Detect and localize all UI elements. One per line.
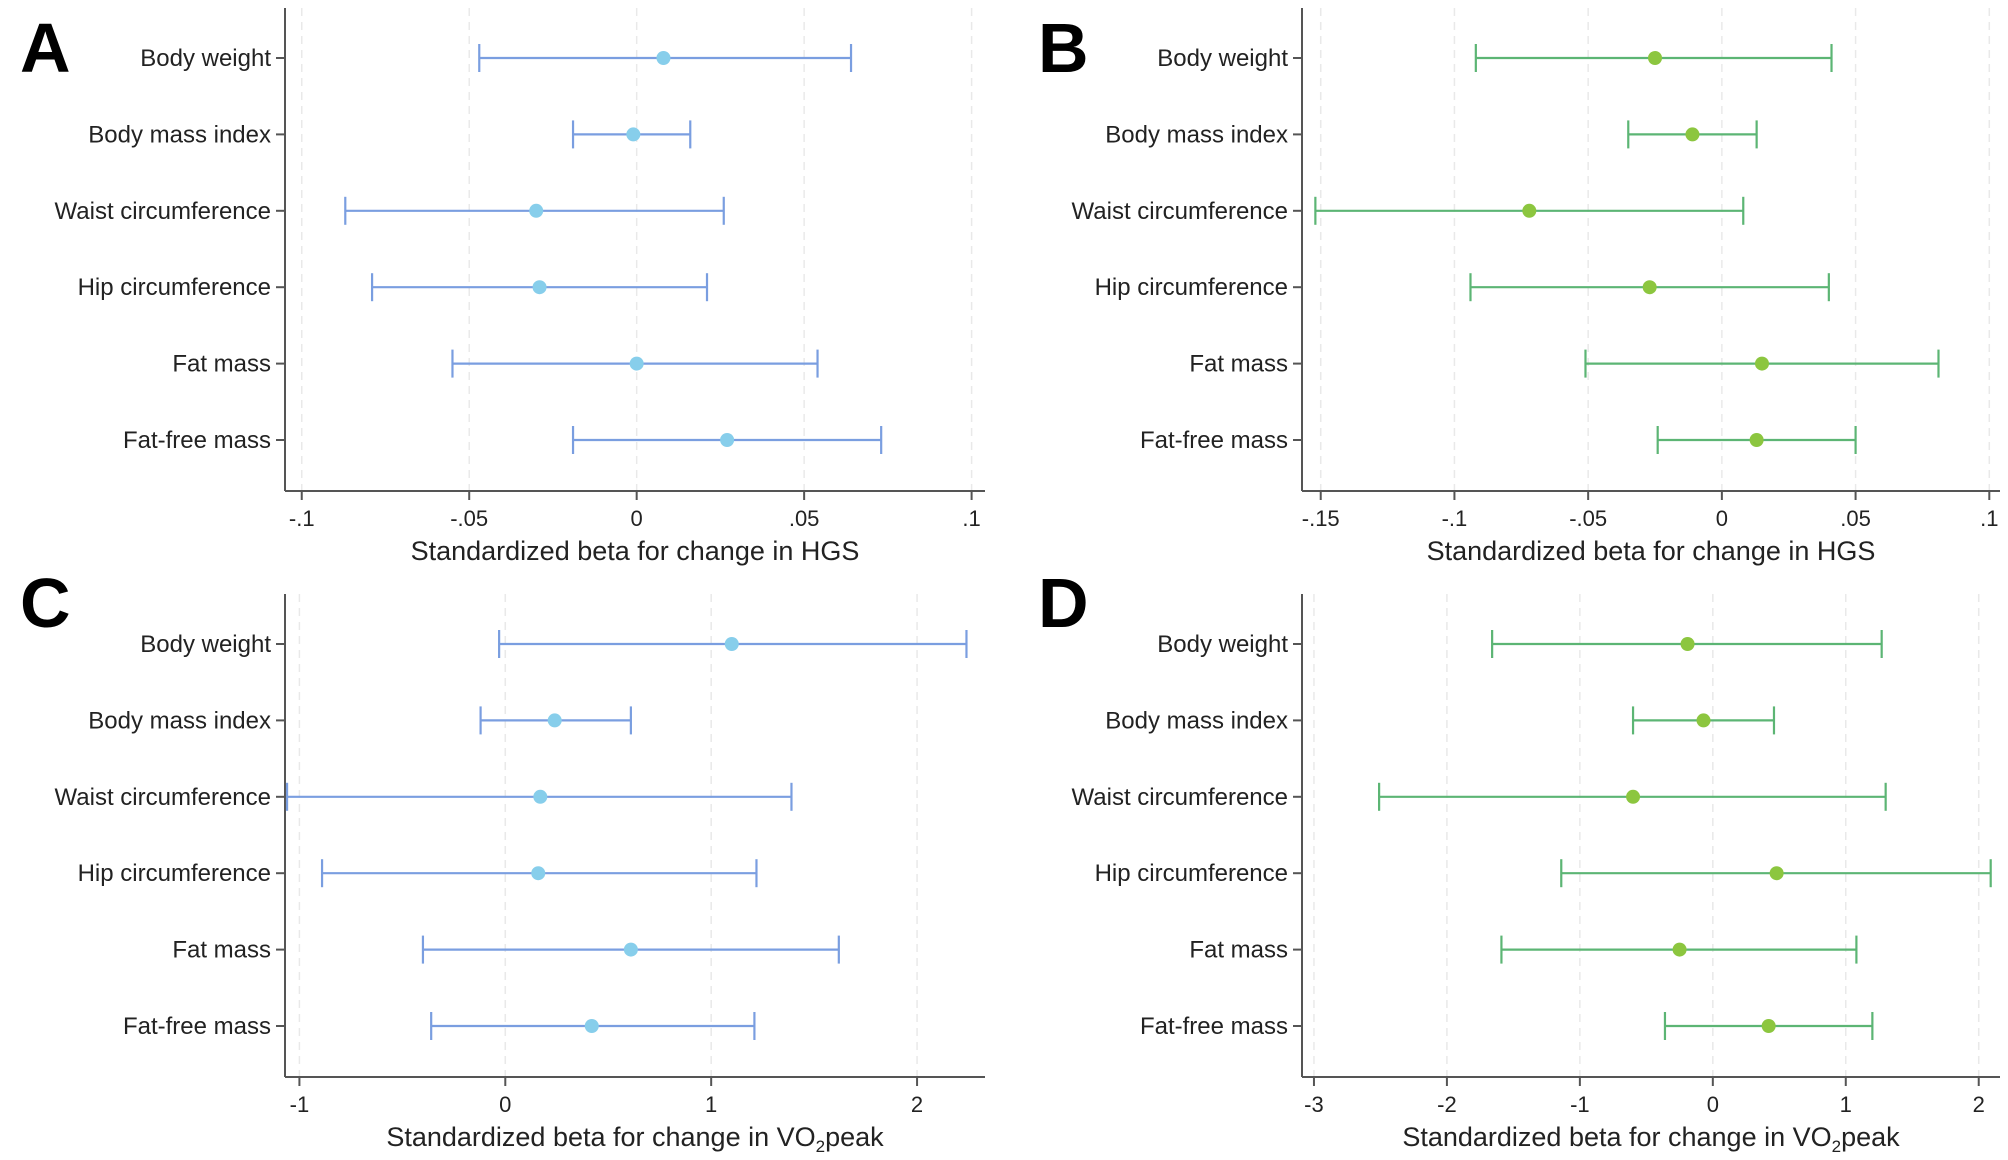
point-estimate bbox=[1696, 713, 1711, 728]
x-axis-title-subscript: 2 bbox=[816, 1137, 825, 1156]
x-tick-label: -.1 bbox=[289, 506, 315, 531]
point-estimate bbox=[533, 789, 548, 804]
panel-letter: A bbox=[20, 9, 71, 87]
point-estimate bbox=[626, 127, 641, 142]
category-label: Hip circumference bbox=[1095, 860, 1288, 887]
x-axis-title: Standardized beta for change in HGS bbox=[411, 536, 860, 566]
point-estimate bbox=[1642, 280, 1657, 295]
panel-b: -.15 -.1 -.05 0 .05 .1 Standardized beta for c… bbox=[1038, 8, 2000, 566]
category-label: Body mass index bbox=[88, 121, 271, 148]
category-label: Body weight bbox=[1157, 631, 1288, 658]
point-estimate bbox=[1672, 942, 1687, 957]
category-label: Waist circumference bbox=[55, 198, 272, 225]
x-tick-label: -3 bbox=[1304, 1092, 1324, 1117]
category-label: Fat mass bbox=[1189, 351, 1288, 378]
x-tick-label: -.1 bbox=[1442, 506, 1468, 531]
point-estimate bbox=[1680, 637, 1695, 651]
category-label: Fat mass bbox=[1189, 937, 1288, 964]
point-estimate bbox=[629, 356, 644, 371]
category-label: Fat-free mass bbox=[123, 427, 271, 454]
category-label: Waist circumference bbox=[1072, 198, 1289, 225]
category-label: Fat mass bbox=[172, 351, 271, 378]
x-tick-label: .1 bbox=[962, 506, 980, 531]
category-label: Fat-free mass bbox=[123, 1013, 271, 1040]
category-label: Waist circumference bbox=[1072, 784, 1289, 811]
category-label: Fat-free mass bbox=[1140, 427, 1288, 454]
point-estimate bbox=[532, 280, 547, 295]
panel-letter: C bbox=[20, 564, 71, 642]
x-tick-label: -.05 bbox=[450, 506, 488, 531]
x-tick-label: 1 bbox=[1840, 1092, 1852, 1117]
category-label: Fat-free mass bbox=[1140, 1013, 1288, 1040]
point-estimate bbox=[1685, 127, 1700, 142]
x-axis-title-subscript: 2 bbox=[1832, 1137, 1841, 1156]
x-tick-label: .05 bbox=[789, 506, 820, 531]
x-tick-label: -.05 bbox=[1569, 506, 1607, 531]
point-estimate bbox=[1626, 789, 1641, 804]
point-estimate bbox=[1754, 356, 1769, 371]
x-tick-label: -1 bbox=[1570, 1092, 1590, 1117]
point-estimate bbox=[1648, 51, 1663, 65]
x-tick-label: .1 bbox=[1980, 506, 1998, 531]
point-estimate bbox=[623, 942, 638, 957]
x-axis-title-main: Standardized beta for change in VO bbox=[1402, 1122, 1831, 1152]
category-label: Hip circumference bbox=[78, 274, 271, 301]
x-tick-label: -2 bbox=[1437, 1092, 1457, 1117]
x-axis-title-tail: peak bbox=[1841, 1122, 1900, 1152]
category-label: Fat mass bbox=[172, 937, 271, 964]
point-estimate bbox=[720, 433, 735, 447]
point-estimate bbox=[656, 51, 671, 65]
point-estimate bbox=[584, 1019, 599, 1033]
point-estimate bbox=[547, 713, 562, 728]
point-estimate bbox=[724, 637, 739, 651]
panel-letter: B bbox=[1038, 9, 1089, 87]
category-label: Body mass index bbox=[1105, 121, 1288, 148]
x-axis-title-main: Standardized beta for change in VO bbox=[386, 1122, 815, 1152]
point-estimate bbox=[1749, 433, 1764, 447]
x-tick-label: -.15 bbox=[1302, 506, 1340, 531]
category-label: Body weight bbox=[140, 45, 271, 72]
x-axis-title: Standardized beta for change in VO2peak bbox=[1402, 1122, 1900, 1156]
panel-letter: D bbox=[1038, 564, 1089, 642]
x-axis-title: Standardized beta for change in HGS bbox=[1427, 536, 1876, 566]
x-axis-title-main: Standardized beta for change in HGS bbox=[1427, 536, 1876, 566]
x-tick-label: 2 bbox=[1973, 1092, 1985, 1117]
x-axis-title-main: Standardized beta for change in HGS bbox=[411, 536, 860, 566]
category-label: Hip circumference bbox=[78, 860, 271, 887]
category-label: Hip circumference bbox=[1095, 274, 1288, 301]
category-label: Body mass index bbox=[88, 707, 271, 734]
category-label: Body mass index bbox=[1105, 707, 1288, 734]
category-label: Body weight bbox=[1157, 45, 1288, 72]
point-estimate bbox=[529, 203, 544, 218]
category-label: Body weight bbox=[140, 631, 271, 658]
point-estimate bbox=[531, 866, 546, 881]
panel-a: -.1 -.05 0 .05 .1 Standardized beta for chang… bbox=[20, 8, 985, 566]
point-estimate bbox=[1522, 203, 1537, 218]
x-tick-label: -1 bbox=[290, 1092, 310, 1117]
point-estimate bbox=[1769, 866, 1784, 881]
x-tick-label: 1 bbox=[705, 1092, 717, 1117]
x-tick-label: 0 bbox=[631, 506, 643, 531]
x-axis-title: Standardized beta for change in VO2peak bbox=[386, 1122, 884, 1156]
x-axis-title-tail: peak bbox=[825, 1122, 884, 1152]
x-tick-label: 0 bbox=[1716, 506, 1728, 531]
x-tick-label: 2 bbox=[911, 1092, 923, 1117]
point-estimate bbox=[1761, 1019, 1776, 1033]
x-tick-label: 0 bbox=[1707, 1092, 1719, 1117]
x-tick-label: .05 bbox=[1840, 506, 1871, 531]
x-tick-label: 0 bbox=[499, 1092, 511, 1117]
category-label: Waist circumference bbox=[55, 784, 272, 811]
